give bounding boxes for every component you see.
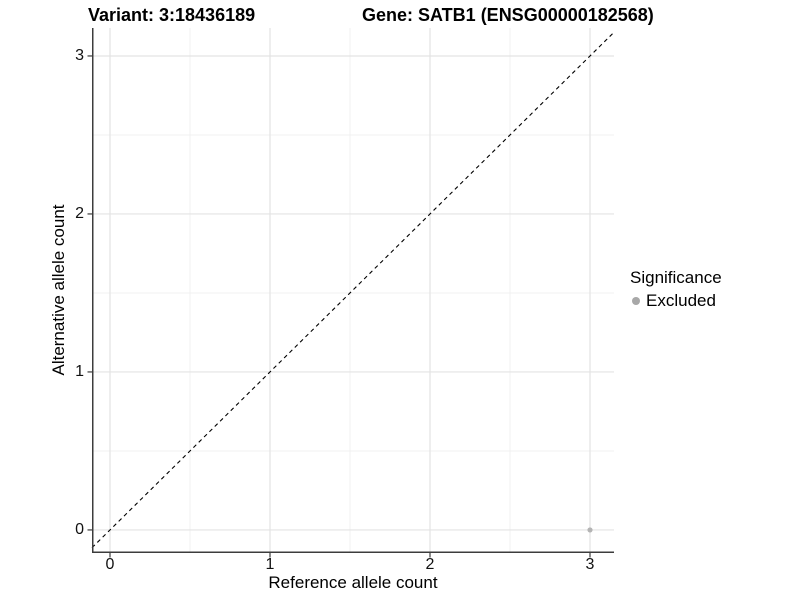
y-tick-label: 2 [75,204,84,222]
y-tick-label: 1 [75,362,84,380]
legend-items: Excluded [630,291,722,311]
legend-item-label: Excluded [646,291,716,310]
variant-title: Variant: 3:18436189 [88,5,256,25]
y-axis-title: Alternative allele count [49,204,68,376]
plot-panel [87,28,615,558]
x-tick-label: 0 [105,556,115,573]
plot-canvas [87,28,615,558]
legend-item: Excluded [630,291,722,311]
x-tick-label: 2 [425,556,435,573]
legend: Significance Excluded [630,268,722,311]
y-tick-label: 0 [75,520,84,538]
legend-key-dot-icon [632,297,640,305]
data-point [587,527,593,533]
x-tick-label: 3 [585,556,595,573]
x-axis-title: Reference allele count [268,573,438,592]
y-tick-label: 3 [75,46,84,64]
legend-title: Significance [630,268,722,287]
gene-title: Gene: SATB1 (ENSG00000182568) [362,5,654,25]
identity-line [91,31,615,549]
x-tick-label: 1 [265,556,275,573]
